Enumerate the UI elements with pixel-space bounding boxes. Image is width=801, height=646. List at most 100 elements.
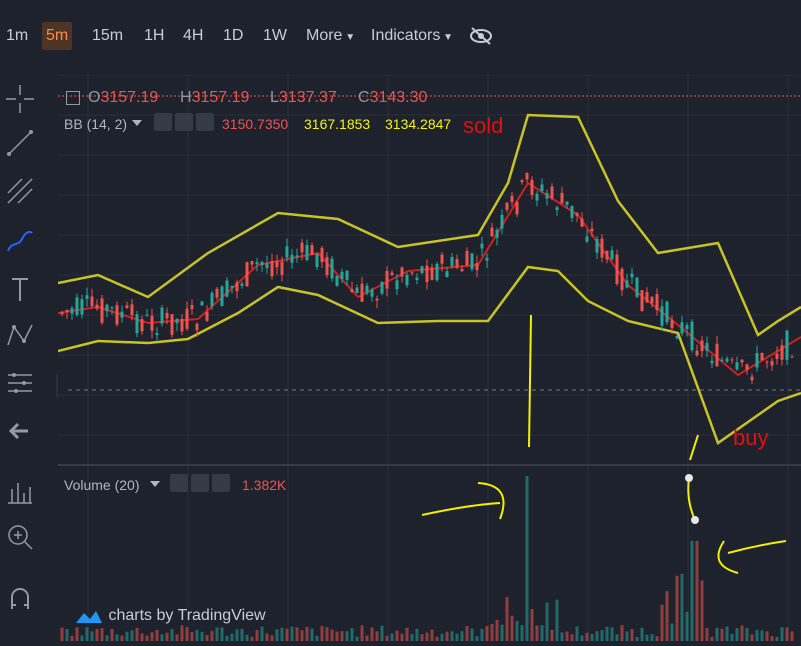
volume-bar <box>135 627 139 641</box>
legend-collapse-icon[interactable] <box>66 91 80 105</box>
tradingview-watermark[interactable]: charts by TradingView <box>74 607 266 625</box>
candle-body <box>555 207 559 210</box>
candle-body <box>735 362 739 370</box>
candle-body <box>330 258 334 279</box>
volume-bar <box>565 631 569 641</box>
candle-body <box>620 268 624 291</box>
volume-bar <box>670 623 674 641</box>
volume-bar <box>650 634 654 641</box>
watermark-text: charts by TradingView <box>108 607 266 625</box>
volume-bar <box>645 634 649 641</box>
volume-bar <box>685 611 689 641</box>
magnet-icon[interactable] <box>4 583 36 615</box>
open-value: 3157.19 <box>100 89 159 106</box>
volume-bar <box>510 615 514 641</box>
pattern-icon[interactable] <box>4 319 36 351</box>
volume-bar <box>350 628 354 641</box>
volume-bar <box>655 636 659 641</box>
volume-bar <box>95 628 99 641</box>
volume-bar <box>710 636 714 641</box>
volume-bar <box>705 627 709 641</box>
back-arrow-icon[interactable] <box>4 415 36 447</box>
trendline-icon[interactable] <box>4 127 36 159</box>
close-value: 3143.30 <box>369 89 428 106</box>
candle-body <box>250 260 254 265</box>
volume-bar <box>115 634 119 641</box>
volume-bar <box>185 627 189 641</box>
hide-eye-icon[interactable] <box>468 26 494 46</box>
bb-upper-value: 3167.1853 <box>304 116 371 132</box>
candle-body <box>405 274 409 286</box>
volume-visibility-icon[interactable] <box>170 474 188 492</box>
tradingview-logo-icon <box>76 611 102 623</box>
crosshair-icon[interactable] <box>4 83 36 115</box>
volume-caret-icon[interactable] <box>150 481 160 487</box>
bb-caret-icon[interactable] <box>132 120 142 126</box>
candle-body <box>210 292 214 307</box>
candle-body <box>375 298 379 301</box>
candle-body <box>320 247 324 263</box>
volume-bar <box>485 626 489 641</box>
indicators-label: Indicators <box>371 27 441 44</box>
fib-icon[interactable] <box>4 367 36 399</box>
candle-body <box>235 282 239 292</box>
candle-body <box>465 250 469 266</box>
price-chart[interactable]: O3157.19 H3157.19 L3137.37 C3143.30 BB (… <box>57 74 801 641</box>
volume-bar <box>770 635 774 641</box>
candle-body <box>65 309 69 312</box>
candle-body <box>660 306 664 326</box>
volume-bar <box>345 631 349 641</box>
candle-body <box>85 295 89 299</box>
volume-bar <box>545 602 549 641</box>
volume-bar <box>90 631 94 641</box>
pitchfork-icon[interactable] <box>4 175 36 207</box>
candle-body <box>75 297 79 315</box>
candle-body <box>670 320 674 328</box>
volume-bar <box>165 632 169 641</box>
brush-icon[interactable] <box>4 225 36 257</box>
volume-bar <box>290 626 294 641</box>
tf-1h[interactable]: 1H <box>144 27 165 44</box>
volume-bar <box>275 629 279 641</box>
volume-remove-icon[interactable] <box>212 474 230 492</box>
tf-4h[interactable]: 4H <box>183 27 204 44</box>
candle-body <box>755 352 759 368</box>
volume-settings-icon[interactable] <box>191 474 209 492</box>
candle-body <box>780 345 784 360</box>
volume-bar <box>620 625 624 641</box>
tf-5m[interactable]: 5m <box>42 22 73 50</box>
open-label: O <box>88 89 101 106</box>
tf-1m[interactable]: 1m <box>6 27 29 44</box>
zoom-icon[interactable] <box>4 521 36 553</box>
bb-remove-icon[interactable] <box>196 113 214 131</box>
candle-body <box>790 356 794 358</box>
candle-body <box>180 318 184 332</box>
candle-body <box>590 228 594 232</box>
bb-visibility-icon[interactable] <box>154 113 172 131</box>
candle-body <box>560 192 564 204</box>
candle-body <box>680 322 684 334</box>
bb-settings-icon[interactable] <box>175 113 193 131</box>
text-icon[interactable] <box>4 273 36 305</box>
ohlc-low: L3137.37 <box>270 89 337 107</box>
candle-body <box>340 271 344 279</box>
volume-bar <box>385 635 389 641</box>
tf-15m[interactable]: 15m <box>92 27 124 44</box>
indicators-dropdown[interactable]: Indicators ▼ <box>367 22 457 50</box>
candle-body <box>720 359 724 361</box>
volume-bar <box>325 627 329 641</box>
more-dropdown[interactable]: More ▼ <box>302 22 359 50</box>
measure-icon[interactable] <box>4 475 36 507</box>
sold-annotation: sold <box>463 113 504 138</box>
candle-body <box>60 312 64 315</box>
candle-body <box>505 202 509 210</box>
candle-body <box>585 236 589 242</box>
volume-bar <box>765 631 769 641</box>
volume-bar <box>410 634 414 641</box>
candle-body <box>775 353 779 360</box>
candle-body <box>545 193 549 199</box>
volume-bar <box>740 625 744 641</box>
tf-1w[interactable]: 1W <box>263 27 287 44</box>
candle-body <box>550 186 554 199</box>
tf-1d[interactable]: 1D <box>223 27 244 44</box>
